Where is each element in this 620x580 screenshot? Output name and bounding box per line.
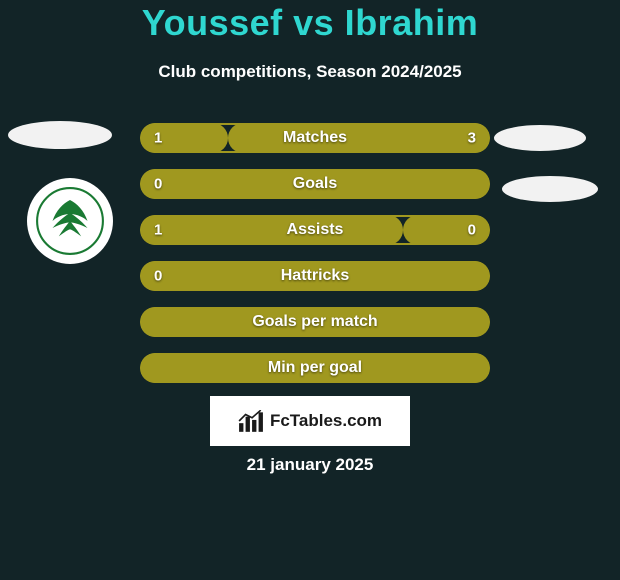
stat-fill-right xyxy=(403,215,491,245)
club-logo xyxy=(27,178,113,264)
stat-row: Assists10 xyxy=(140,215,490,245)
stat-fill-left xyxy=(140,307,490,337)
comparison-card: Youssef vs Ibrahim Club competitions, Se… xyxy=(0,0,620,580)
stat-fill-left xyxy=(140,215,403,245)
stat-value-left: 1 xyxy=(154,130,162,147)
subtitle: Club competitions, Season 2024/2025 xyxy=(0,62,620,82)
eagle-icon xyxy=(35,186,105,256)
stat-value-left: 0 xyxy=(154,176,162,193)
stat-fill-left xyxy=(140,261,490,291)
stat-row: Matches13 xyxy=(140,123,490,153)
stat-row: Goals0 xyxy=(140,169,490,199)
stat-fill-right xyxy=(228,123,491,153)
date-label: 21 january 2025 xyxy=(0,455,620,475)
stat-row: Hattricks0 xyxy=(140,261,490,291)
stat-row: Min per goal xyxy=(140,353,490,383)
stat-row: Goals per match xyxy=(140,307,490,337)
stat-value-left: 1 xyxy=(154,222,162,239)
page-title: Youssef vs Ibrahim xyxy=(0,2,620,44)
player1-avatar xyxy=(8,121,112,149)
stat-value-right: 3 xyxy=(468,130,476,147)
stat-fill-left xyxy=(140,353,490,383)
stat-value-right: 0 xyxy=(468,222,476,239)
bars-icon xyxy=(238,410,264,432)
stat-fill-left xyxy=(140,169,490,199)
player2-avatar-b xyxy=(502,176,598,202)
watermark-text: FcTables.com xyxy=(270,411,382,431)
player2-avatar-a xyxy=(494,125,586,151)
stat-value-left: 0 xyxy=(154,268,162,285)
watermark: FcTables.com xyxy=(210,396,410,446)
